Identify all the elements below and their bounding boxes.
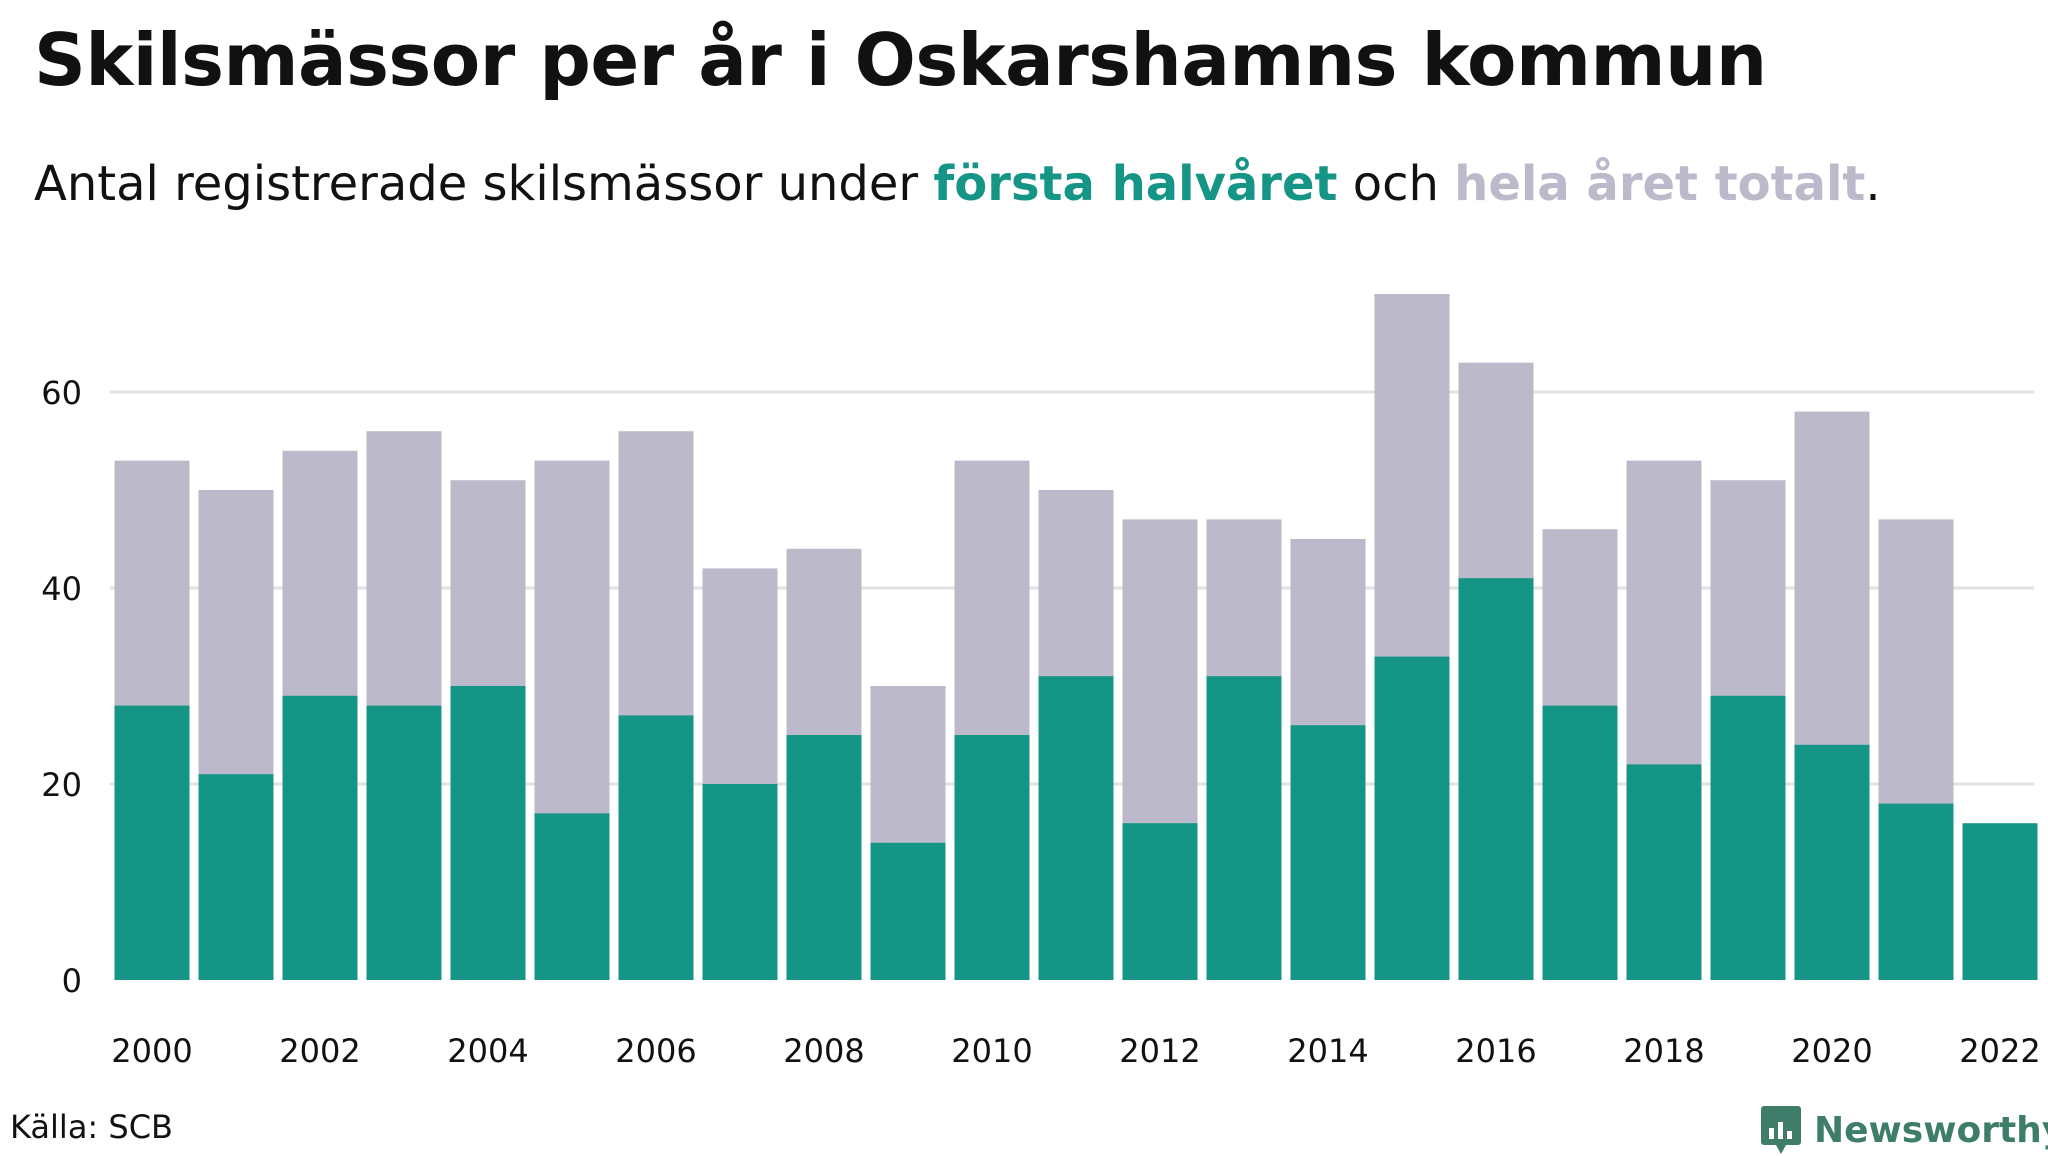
chart-subtitle: Antal registrerade skilsmässor under för… bbox=[34, 156, 1881, 212]
y-tick-label: 40 bbox=[41, 570, 82, 608]
x-tick-label: 2010 bbox=[951, 1032, 1032, 1070]
bar-first-half bbox=[1962, 823, 2038, 980]
bar-first-half bbox=[1374, 656, 1450, 980]
legend-full-year: hela året totalt bbox=[1454, 156, 1866, 212]
chart-title: Skilsmässor per år i Oskarshamns kommun bbox=[34, 18, 1767, 102]
x-tick-label: 2014 bbox=[1287, 1032, 1368, 1070]
subtitle-text-before: Antal registrerade skilsmässor under bbox=[34, 156, 934, 212]
bar-first-half bbox=[1878, 803, 1954, 980]
y-tick-label: 60 bbox=[41, 374, 82, 412]
brand-name: Newsworthy bbox=[1814, 1109, 2048, 1151]
x-tick-label: 2006 bbox=[615, 1032, 696, 1070]
bar-first-half bbox=[702, 784, 778, 980]
x-tick-label: 2020 bbox=[1791, 1032, 1872, 1070]
bar-first-half bbox=[1038, 676, 1114, 980]
bar-first-half bbox=[1206, 676, 1282, 980]
x-tick-label: 2012 bbox=[1119, 1032, 1200, 1070]
bar-first-half bbox=[1290, 725, 1366, 980]
x-tick-label: 2004 bbox=[447, 1032, 528, 1070]
legend-first-half: första halvåret bbox=[933, 156, 1338, 212]
bar-first-half bbox=[1122, 823, 1198, 980]
subtitle-text-middle: och bbox=[1337, 156, 1455, 212]
bar-first-half bbox=[450, 686, 526, 980]
bar-first-half bbox=[1710, 695, 1786, 980]
bar-first-half bbox=[1458, 578, 1534, 980]
bar-first-half bbox=[954, 735, 1030, 980]
bar-first-half bbox=[282, 695, 358, 980]
bar-first-half bbox=[1542, 705, 1618, 980]
bar-first-half bbox=[534, 813, 610, 980]
x-tick-label: 2000 bbox=[111, 1032, 192, 1070]
source-note: Källa: SCB bbox=[10, 1108, 173, 1146]
x-tick-label: 2022 bbox=[1959, 1032, 2040, 1070]
bar-first-half bbox=[198, 774, 274, 980]
bar-first-half bbox=[618, 715, 694, 980]
bar-first-half bbox=[114, 705, 190, 980]
brand-logo: Newsworthy bbox=[1760, 1104, 2048, 1156]
y-axis-ticks: 0 20 40 60 bbox=[41, 374, 82, 1000]
bars bbox=[114, 294, 2038, 981]
bar-first-half bbox=[1626, 764, 1702, 980]
x-tick-label: 2002 bbox=[279, 1032, 360, 1070]
subtitle-text-after: . bbox=[1865, 156, 1881, 212]
y-tick-label: 20 bbox=[41, 766, 82, 804]
bar-first-half bbox=[786, 735, 862, 980]
newsworthy-logo-icon bbox=[1761, 1106, 1801, 1154]
x-tick-label: 2018 bbox=[1623, 1032, 1704, 1070]
x-axis-ticks: 2000 2002 2004 2006 2008 2010 2012 2014 2016 2018… bbox=[111, 1032, 2040, 1070]
bar-first-half bbox=[1794, 744, 1870, 980]
y-tick-label: 0 bbox=[62, 962, 82, 1000]
bar-first-half bbox=[870, 842, 946, 980]
x-tick-label: 2016 bbox=[1455, 1032, 1536, 1070]
x-tick-label: 2008 bbox=[783, 1032, 864, 1070]
bar-chart: 0 20 40 60 2000 2002 2004 2006 2008 2010 2012 2014… bbox=[41, 294, 2041, 1070]
bar-first-half bbox=[366, 705, 442, 980]
